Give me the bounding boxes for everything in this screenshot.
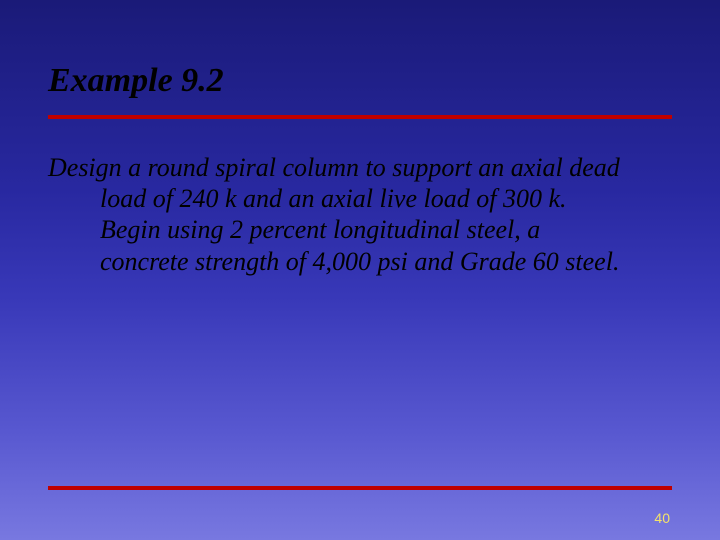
divider-top — [48, 115, 672, 119]
slide-body-text: Design a round spiral column to support … — [48, 152, 628, 277]
slide-container: Example 9.2 Design a round spiral column… — [0, 0, 720, 540]
page-number: 40 — [654, 510, 670, 526]
divider-bottom — [48, 486, 672, 490]
slide-title: Example 9.2 — [48, 62, 224, 100]
